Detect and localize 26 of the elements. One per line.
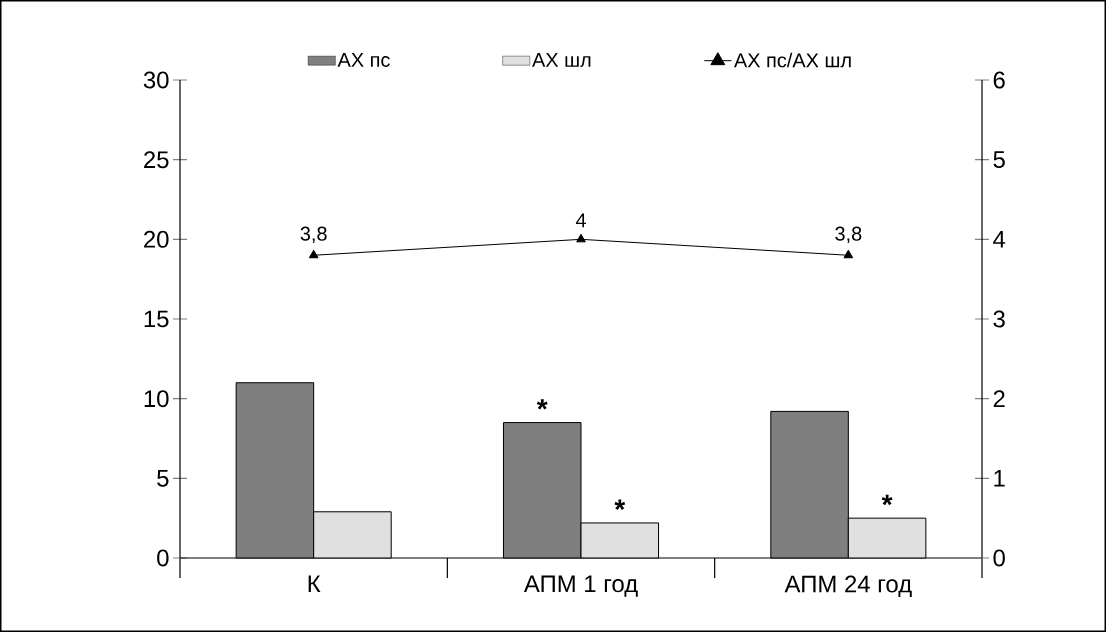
y-tick-label: 10 bbox=[144, 390, 169, 408]
y2-tick-label: 2 bbox=[993, 390, 1005, 408]
y2-tick-label: 3 bbox=[993, 310, 1005, 328]
y-tick-label: 25 bbox=[144, 151, 169, 169]
y2-tick-label: 4 bbox=[993, 231, 1006, 248]
annotation: * bbox=[881, 494, 893, 506]
y2-tick-label: 5 bbox=[993, 151, 1005, 168]
y2-tick-label: 6 bbox=[993, 71, 1005, 89]
data-label: 4 bbox=[575, 213, 586, 228]
y-tick-label: 30 bbox=[143, 71, 169, 89]
legend-label: АХ пс/АХ шл bbox=[733, 52, 851, 68]
legend-label: АХ шл bbox=[532, 53, 591, 67]
x-tick-label: АПМ 1 год bbox=[523, 575, 638, 597]
y-tick-label: 5 bbox=[157, 469, 169, 487]
annotation: * bbox=[614, 499, 626, 510]
x-tick-label: АПМ 24 год bbox=[784, 575, 912, 597]
y-tick-label: 20 bbox=[144, 230, 169, 248]
y-tick-label: 0 bbox=[157, 549, 169, 567]
y2-tick-label: 0 bbox=[993, 549, 1005, 567]
y-tick-label: 15 bbox=[144, 310, 169, 328]
legend-label: АХ пс bbox=[337, 53, 390, 67]
data-label: 3,8 bbox=[835, 226, 862, 244]
annotation: * bbox=[536, 399, 548, 410]
y2-tick-label: 1 bbox=[994, 470, 1005, 487]
data-label: 3,8 bbox=[300, 226, 327, 244]
x-tick-label: К bbox=[308, 575, 321, 592]
